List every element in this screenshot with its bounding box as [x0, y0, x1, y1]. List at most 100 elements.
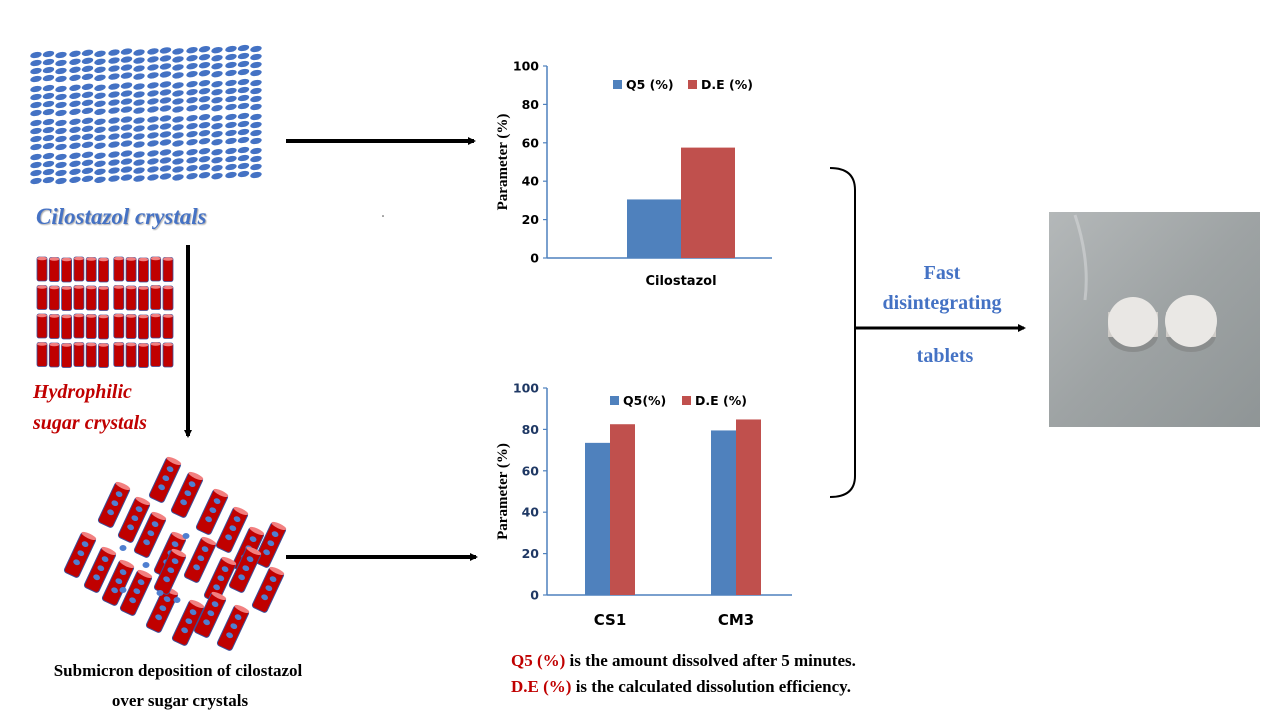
- coated-sugar-cylinder: [253, 521, 287, 568]
- crystal-ellipse: [211, 105, 223, 112]
- crystal-ellipse: [94, 92, 106, 99]
- drug-particle: [135, 506, 143, 512]
- crystal-ellipse: [225, 87, 237, 95]
- sugar-cylinder: [36, 313, 48, 339]
- crystal-ellipse: [55, 67, 67, 75]
- cylinder-top: [115, 481, 131, 491]
- crystal-ellipse: [172, 82, 184, 89]
- crystal-ellipse: [120, 116, 133, 123]
- cylinder-top: [37, 285, 47, 289]
- crystal-ellipse: [55, 177, 67, 185]
- x-category-label: CM3: [718, 611, 754, 629]
- crystal-ellipse: [42, 84, 55, 92]
- drug-particle: [162, 475, 170, 482]
- crystal-ellipse: [94, 108, 106, 115]
- crystal-ellipse: [94, 160, 106, 167]
- crystal-ellipse: [198, 80, 211, 87]
- coated-sugar-cylinder: [117, 496, 151, 543]
- free-drug-particle: [156, 590, 164, 596]
- drug-particle: [133, 588, 141, 595]
- crystal-ellipse: [237, 136, 250, 144]
- cylinder-top: [138, 343, 149, 347]
- crystal-ellipse: [198, 54, 211, 61]
- crystal-ellipse: [55, 59, 67, 67]
- drug-particle: [163, 576, 170, 583]
- deposition-label-line1: Submicron deposition of cilostazol: [54, 661, 303, 680]
- crystal-ellipse: [94, 126, 106, 133]
- crystal-ellipse: [159, 157, 172, 164]
- drug-particle: [197, 555, 205, 562]
- crystal-ellipse: [211, 63, 223, 70]
- cylinder-top: [101, 546, 117, 556]
- crystal-ellipse: [172, 116, 184, 123]
- drug-particle: [229, 525, 237, 532]
- crystal-ellipse: [198, 172, 211, 179]
- crystal-ellipse: [172, 72, 184, 79]
- cylinder-top: [166, 456, 182, 466]
- crystal-ellipse: [211, 123, 223, 130]
- drug-particle: [158, 484, 165, 491]
- chart-cilostazol: 0 20 40 60 80 100 Parameter (%) Cilostazol Q5 (%…: [495, 59, 772, 289]
- crystal-ellipse: [186, 173, 198, 180]
- drug-particle: [167, 567, 175, 574]
- crystal-ellipse: [237, 112, 250, 120]
- crystal-ellipse: [159, 123, 172, 130]
- crystal-ellipse: [108, 151, 120, 158]
- crystal-ellipse: [94, 58, 106, 65]
- deposition-label-line2: over sugar crystals: [112, 691, 249, 710]
- drug-particle: [234, 614, 242, 620]
- crystal-ellipse: [133, 83, 145, 90]
- crystal-ellipse: [250, 129, 262, 137]
- coated-sugar-cylinder: [101, 559, 135, 606]
- sugar-cylinder: [73, 313, 85, 339]
- sugar-cylinder: [113, 313, 125, 339]
- crystal-ellipse: [237, 170, 250, 178]
- crystal-ellipse: [250, 155, 262, 163]
- bar-de: [736, 419, 761, 595]
- sugar-cylinder: [98, 314, 109, 340]
- cylinder-top: [113, 342, 124, 346]
- crystal-ellipse: [250, 137, 262, 145]
- cylinder-top: [86, 257, 97, 261]
- crystal-ellipse: [55, 75, 67, 83]
- sugar-cylinder: [125, 257, 137, 282]
- cylinder-top: [61, 343, 72, 347]
- sugar-cylinder: [85, 314, 97, 339]
- cylinder-top: [249, 526, 265, 536]
- crystal-ellipse: [69, 160, 81, 167]
- crystal-ellipse: [225, 95, 237, 103]
- q5-term: Q5 (%): [511, 651, 565, 670]
- cylinder-top: [163, 314, 173, 318]
- drug-particle: [159, 605, 167, 612]
- y-tick-label: 20: [522, 212, 540, 227]
- drug-particle: [269, 576, 277, 582]
- crystal-ellipse: [225, 61, 237, 69]
- sugar-cylinder: [61, 314, 72, 340]
- drug-particle: [101, 556, 109, 562]
- drug-particle: [137, 579, 145, 585]
- free-drug-particle: [119, 545, 127, 551]
- crystal-ellipse: [186, 89, 198, 96]
- crystal-ellipse: [186, 71, 198, 78]
- crystal-ellipse: [211, 157, 223, 164]
- cylinder-top: [37, 313, 47, 318]
- legend-label: Q5 (%): [626, 77, 674, 92]
- crystal-ellipse: [211, 89, 223, 96]
- crystal-ellipse: [30, 161, 42, 169]
- y-tick-label: 20: [522, 546, 540, 561]
- crystal-ellipse: [108, 65, 120, 72]
- crystal-ellipse: [55, 153, 67, 161]
- cylinder-top: [126, 342, 137, 347]
- crystal-ellipse: [55, 109, 67, 117]
- crystal-ellipse: [159, 173, 172, 180]
- cylinder-top: [246, 546, 262, 556]
- sugar-cylinder: [113, 256, 125, 282]
- crystal-ellipse: [108, 49, 120, 56]
- sugar-cylinder: [150, 313, 162, 339]
- cylinder-top: [150, 313, 161, 318]
- crystal-ellipse: [42, 108, 55, 116]
- crystal-ellipse: [108, 57, 120, 64]
- result-label-line1: Fast: [924, 262, 961, 284]
- crystal-ellipse: [211, 131, 223, 138]
- crystal-ellipse: [94, 84, 106, 91]
